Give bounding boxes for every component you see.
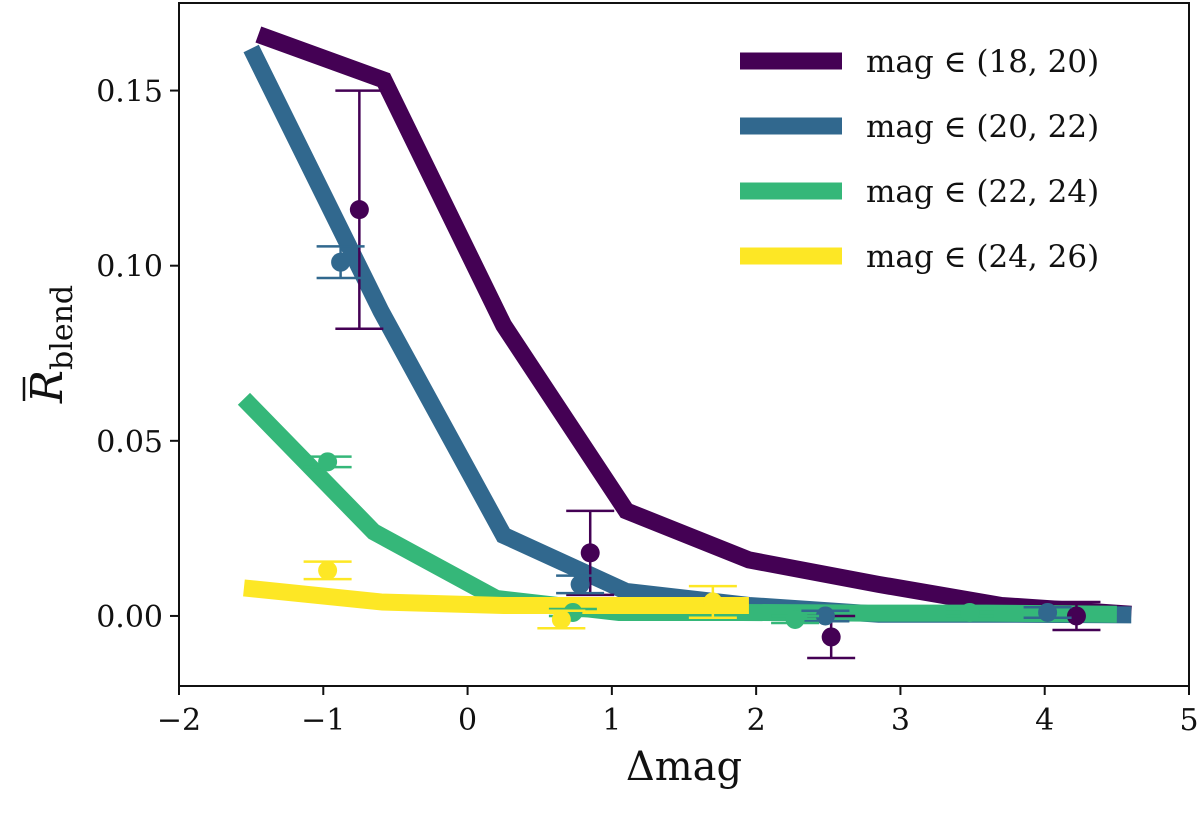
- legend-label-3: mag ∈ (22, 24): [866, 174, 1099, 210]
- legend: mag ∈ (18, 20) mag ∈ (20, 22) mag ∈ (22, 2…: [740, 44, 1099, 275]
- data-point-4: [318, 560, 338, 580]
- data-point-4: [703, 592, 723, 612]
- data-point-3: [785, 609, 805, 629]
- data-point-1: [821, 627, 841, 647]
- data-point-2: [1038, 602, 1058, 622]
- x-tick-label: 2: [747, 703, 766, 738]
- x-tick-label: 5: [1179, 703, 1198, 738]
- series-line-3: [237, 392, 1117, 623]
- y-tick-label: 0.10: [96, 250, 163, 285]
- x-tick-label: 0: [458, 703, 477, 738]
- x-axis: −2 −1 0 1 2 3 4 5: [157, 686, 1199, 738]
- data-point-2: [570, 574, 590, 594]
- y-axis-title-sub: blend: [45, 285, 80, 370]
- y-tick-label: 0.00: [96, 600, 163, 635]
- x-tick-label: 1: [602, 703, 621, 738]
- data-point-2: [331, 252, 351, 272]
- x-tick-label: −2: [157, 703, 201, 738]
- x-axis-title: Δmag: [626, 744, 742, 790]
- y-tick-label: 0.05: [96, 425, 163, 460]
- y-tick-label: 0.15: [96, 75, 163, 110]
- y-axis-title-main: R: [22, 370, 73, 404]
- series-line-4: [243, 579, 749, 614]
- data-point-3: [318, 452, 338, 472]
- data-point-4: [551, 609, 571, 629]
- x-tick-label: −1: [301, 703, 345, 738]
- data-point-1: [1066, 606, 1086, 626]
- series-line-1: [255, 26, 1132, 623]
- series-layer: [237, 26, 1132, 660]
- legend-label-1: mag ∈ (18, 20): [866, 44, 1099, 80]
- y-axis: 0.00 0.05 0.10 0.15: [96, 75, 179, 635]
- svg-text:Rblend: Rblend: [22, 285, 80, 404]
- legend-label-4: mag ∈ (24, 26): [866, 239, 1099, 275]
- y-axis-title: Rblend: [22, 285, 80, 404]
- x-tick-label: 4: [1035, 703, 1054, 738]
- data-point-1: [349, 200, 369, 220]
- plot-frame: [178, 2, 1190, 687]
- data-point-3: [960, 602, 980, 622]
- legend-label-2: mag ∈ (20, 22): [866, 109, 1099, 145]
- data-point-1: [580, 543, 600, 563]
- x-tick-label: 3: [891, 703, 910, 738]
- data-point-2: [815, 606, 835, 626]
